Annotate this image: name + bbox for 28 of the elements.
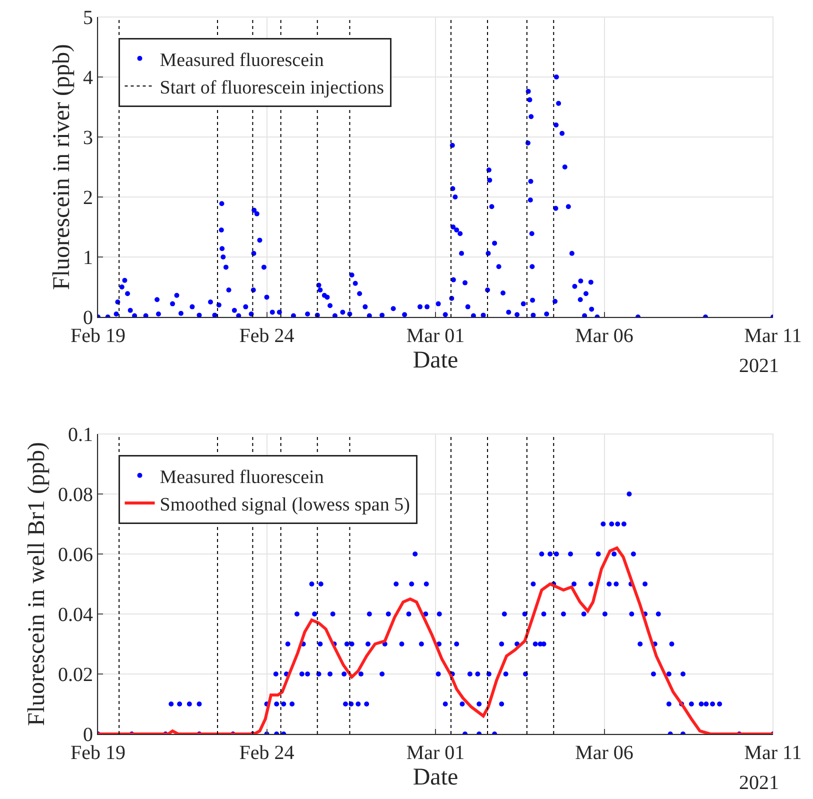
y-tick-label: 0.06 xyxy=(58,544,93,566)
x-axis-title: Date xyxy=(412,347,458,374)
y-axis-title: Fluorescein in well Br1 (ppb) xyxy=(24,442,50,726)
x-tick-label: Feb 24 xyxy=(239,325,294,347)
x-tick-label: Feb 24 xyxy=(239,742,294,764)
y-tick-label: 5 xyxy=(83,7,93,29)
ref-line-label: Start of fluorescein injections xyxy=(160,77,384,98)
y-tick-label: 2 xyxy=(83,187,93,209)
y-tick-label: 0.08 xyxy=(58,484,93,506)
y-tick-label: 1 xyxy=(83,247,93,269)
x-tick-label: Mar 01 xyxy=(406,325,465,347)
y-tick-label: 4 xyxy=(83,67,93,89)
x-axis-title: Date xyxy=(412,764,458,790)
x-tick-label: Mar 01 xyxy=(406,742,465,764)
x-tick-label: Mar 11 xyxy=(744,325,802,347)
y-axis-title: Fluorescein in river (ppb) xyxy=(49,44,76,290)
x-tick-label: Mar 06 xyxy=(575,742,634,764)
legend-label: Measured fluorescein xyxy=(160,466,324,488)
y-tick-label: 3 xyxy=(83,127,93,149)
legend-label: Measured fluorescein xyxy=(160,50,324,71)
legend-label: Smoothed signal (lowess span 5) xyxy=(160,494,410,516)
y-tick-label: 0.1 xyxy=(68,424,93,446)
x-tick-label: Mar 06 xyxy=(575,325,634,347)
y-tick-label: 0.02 xyxy=(58,664,93,686)
y-tick-label: 0.04 xyxy=(58,604,93,626)
x-tick-label: Mar 11 xyxy=(744,742,802,764)
text: 2021 xyxy=(739,772,779,794)
text: 2021 xyxy=(739,355,779,377)
